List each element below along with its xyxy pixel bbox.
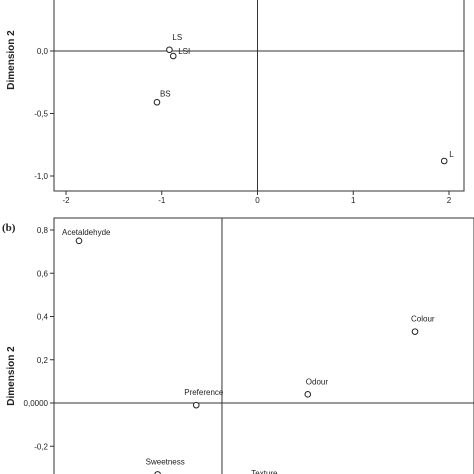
- x-tick-label: 1: [351, 196, 356, 205]
- panel-b-frame: [53, 217, 474, 474]
- x-tick-label: -2: [62, 196, 70, 205]
- panel-b: (b) Dimension 2 0,8 0,6 0,4 0,2 0,0000 -0,2 A…: [2, 217, 474, 474]
- y-tick-label: -1,0: [34, 172, 48, 181]
- y-tick-label: -0,5: [34, 110, 48, 119]
- point-label: L: [449, 150, 454, 159]
- data-point: [75, 237, 83, 245]
- panel-a: Dimension 2 0,0 -0,5 -1,0 -2 -1 0 1 2 LS LSI BS L: [6, 0, 465, 205]
- point-label: Colour: [411, 315, 435, 324]
- panel-b-points: Acetaldehyde Colour Odour Preference Sweetne…: [62, 228, 435, 474]
- y-tick-label: 0,0000: [24, 399, 49, 408]
- panel-a-axes: 0,0 -0,5 -1,0 -2 -1 0 1 2: [34, 0, 464, 205]
- point-label: Preference: [184, 388, 224, 397]
- point-label: Odour: [306, 377, 329, 386]
- y-tick-label: -0,2: [34, 442, 48, 451]
- panel-b-tag: (b): [2, 222, 16, 234]
- data-point: [192, 401, 200, 409]
- data-point: [411, 328, 419, 335]
- panel-a-ylabel: Dimension 2: [6, 30, 17, 90]
- data-point: [440, 157, 448, 165]
- point-label: LS: [172, 33, 182, 42]
- data-point: [166, 46, 173, 54]
- y-tick-label: 0,0: [37, 47, 49, 56]
- y-tick-label: 0,4: [37, 313, 49, 322]
- data-point: [153, 98, 161, 106]
- x-tick-label: -1: [158, 196, 166, 205]
- y-tick-label: 0,2: [37, 356, 49, 365]
- y-tick-label: 0,6: [37, 269, 49, 278]
- point-label: Acetaldehyde: [62, 228, 111, 237]
- data-point: [154, 471, 161, 474]
- panel-a-frame: [53, 0, 465, 192]
- y-tick-label: 0,8: [37, 226, 49, 235]
- panel-a-points: LS LSI BS L: [153, 33, 454, 165]
- point-label: LSI: [178, 47, 190, 56]
- x-tick-label: 0: [255, 196, 260, 205]
- panel-b-axes: 0,8 0,6 0,4 0,2 0,0000 -0,2: [24, 218, 474, 474]
- data-point: [169, 52, 177, 60]
- point-label: Texture: [251, 469, 278, 474]
- panel-b-ylabel: Dimension 2: [6, 346, 17, 406]
- x-tick-label: 2: [447, 196, 452, 205]
- data-point: [304, 391, 312, 398]
- point-label: BS: [160, 89, 171, 98]
- point-label: Sweetness: [146, 457, 185, 466]
